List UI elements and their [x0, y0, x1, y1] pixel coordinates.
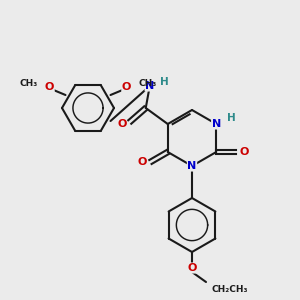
Text: CH₃: CH₃ — [139, 79, 157, 88]
Text: N: N — [145, 81, 154, 91]
Text: O: O — [187, 263, 197, 273]
Text: O: O — [138, 157, 147, 167]
Text: CH₃: CH₃ — [19, 79, 38, 88]
Text: H: H — [227, 113, 236, 123]
Text: CH₂CH₃: CH₂CH₃ — [212, 285, 248, 294]
Text: O: O — [117, 119, 126, 129]
Text: H: H — [160, 77, 169, 87]
Text: N: N — [212, 119, 221, 129]
Text: O: O — [240, 147, 249, 157]
Text: O: O — [122, 82, 131, 92]
Text: N: N — [188, 161, 196, 171]
Text: O: O — [45, 82, 54, 92]
